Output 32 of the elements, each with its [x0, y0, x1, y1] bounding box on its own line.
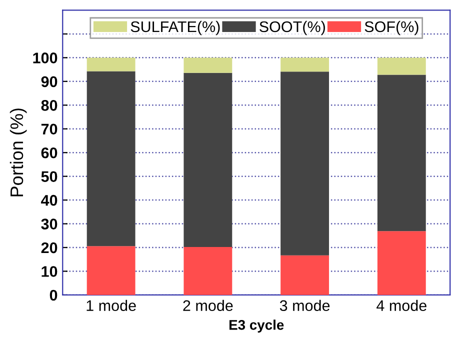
- bar: [377, 58, 426, 75]
- bar: [184, 58, 232, 73]
- bar: [280, 255, 330, 295]
- x-axis-title: E3 cycle: [229, 320, 284, 333]
- legend-label: SULFATE(%): [130, 20, 220, 36]
- bar: [86, 246, 136, 295]
- y-tick-label: 80: [41, 100, 58, 111]
- bar: [280, 72, 330, 256]
- bar: [377, 74, 426, 232]
- y-tick-label: 0: [50, 290, 58, 301]
- bar: [377, 231, 426, 295]
- y-tick-label: 30: [41, 218, 58, 230]
- bar: [280, 58, 330, 72]
- y-tick-label: 10: [42, 266, 58, 277]
- y-axis-title: Portion (%): [10, 108, 27, 196]
- bar: [184, 247, 232, 295]
- y-tick-label: 20: [41, 242, 58, 254]
- x-tick-label: 1 mode: [86, 300, 136, 312]
- y-tick-label: 70: [41, 124, 58, 135]
- y-tick-label: 40: [41, 194, 58, 206]
- x-tick-label: 3 mode: [280, 300, 330, 312]
- bar: [86, 58, 136, 72]
- legend-label: SOOT(%): [260, 20, 325, 36]
- bar: [184, 72, 232, 248]
- bar: [86, 71, 136, 246]
- y-tick-label: 50: [41, 171, 58, 182]
- y-tick-label: 60: [41, 147, 58, 158]
- x-tick-label: 2 mode: [183, 300, 233, 312]
- x-tick-label: 4 mode: [376, 300, 426, 312]
- y-tick-label: 90: [41, 76, 58, 88]
- legend-label: SOF(%): [364, 20, 418, 36]
- y-tick-label: 100: [33, 52, 58, 64]
